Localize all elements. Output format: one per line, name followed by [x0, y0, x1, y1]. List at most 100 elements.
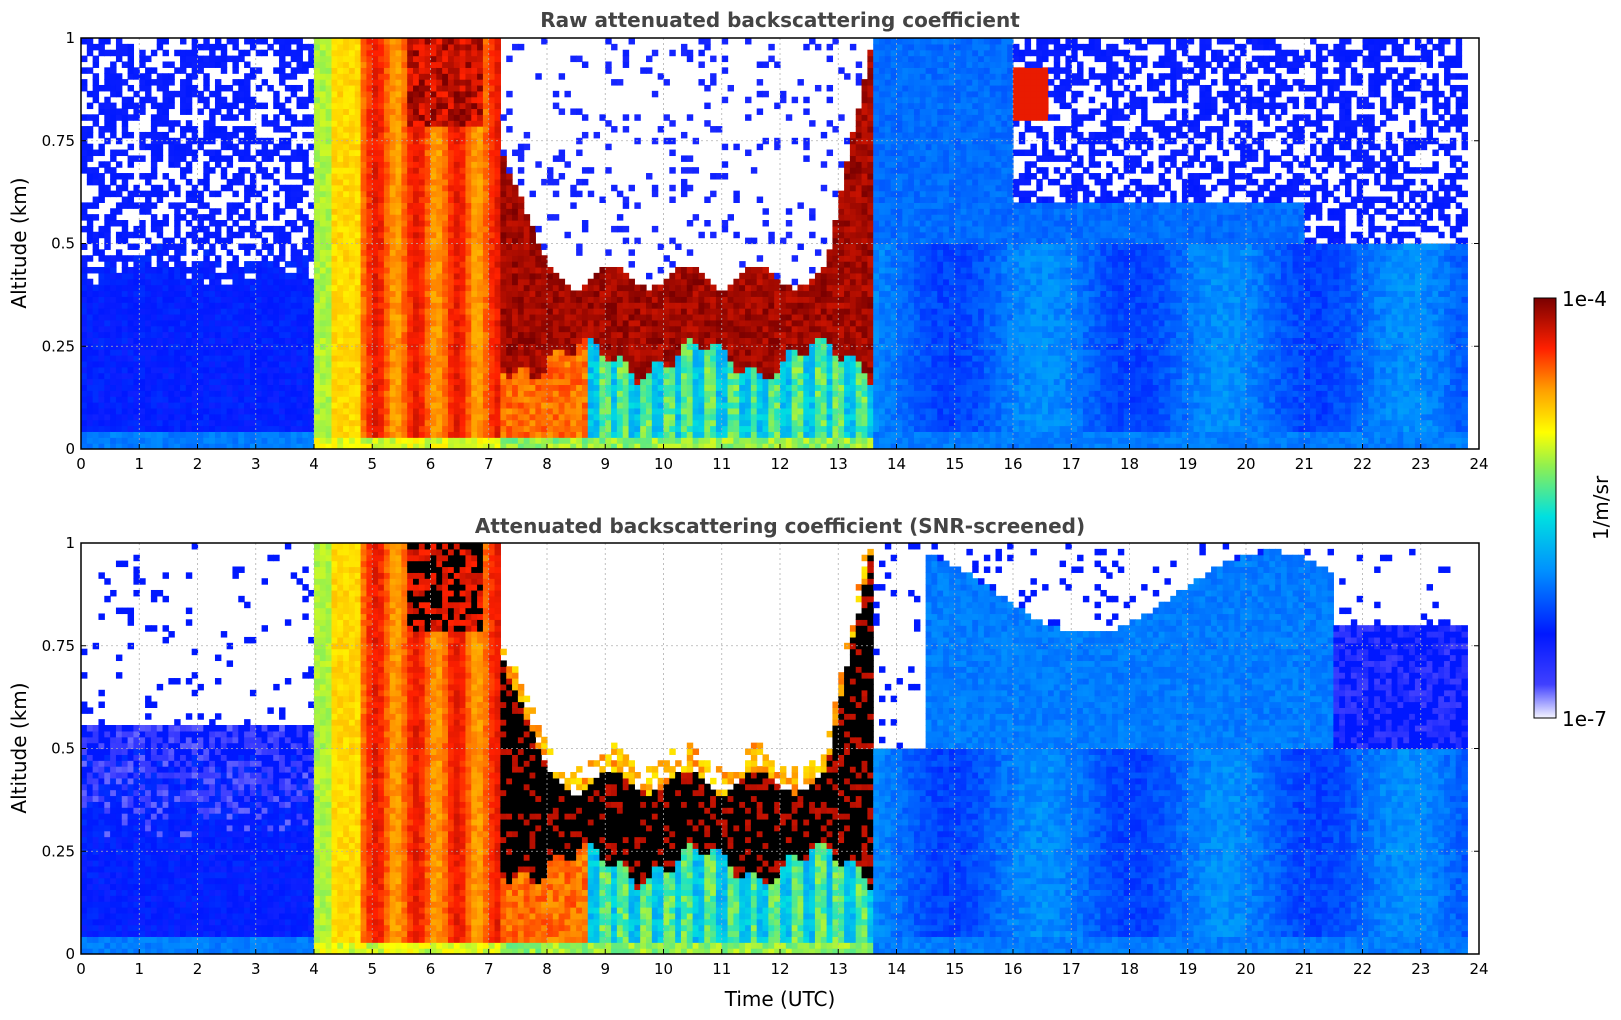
heatmap-cell: [465, 149, 472, 157]
heatmap-cell: [401, 308, 408, 315]
heatmap-cell: [139, 396, 146, 403]
heatmap-cell: [290, 355, 298, 362]
heatmap-cell: [389, 38, 397, 45]
heatmap-cell: [145, 308, 152, 315]
heatmap-cell: [570, 184, 577, 192]
heatmap-cell: [372, 231, 379, 239]
heatmap-cell: [413, 296, 420, 303]
heatmap-cell: [547, 437, 554, 444]
heatmap-cell: [226, 184, 234, 192]
heatmap-cell: [284, 231, 292, 239]
heatmap-cell: [104, 284, 111, 292]
heatmap-cell: [418, 425, 426, 432]
heatmap-cell: [453, 108, 461, 115]
heatmap-cell: [407, 84, 414, 92]
heatmap-cell: [98, 126, 105, 133]
heatmap-cell: [482, 331, 490, 339]
heatmap-cell: [174, 413, 181, 421]
heatmap-cell: [500, 266, 507, 274]
heatmap-cell: [378, 290, 385, 297]
heatmap-cell: [325, 243, 333, 250]
heatmap-cell: [261, 243, 268, 250]
heatmap-cell: [226, 308, 234, 315]
heatmap-cell: [226, 137, 234, 145]
heatmap-cell: [395, 396, 402, 403]
heatmap-cell: [255, 360, 263, 368]
heatmap-cell: [168, 178, 175, 186]
heatmap-cell: [447, 214, 455, 221]
heatmap-cell: [517, 302, 525, 309]
heatmap-cell: [407, 96, 414, 104]
heatmap-cell: [407, 131, 414, 139]
heatmap-cell: [488, 360, 496, 368]
heatmap-cell: [547, 290, 554, 297]
heatmap-cell: [244, 61, 251, 68]
heatmap-cell: [430, 196, 437, 203]
heatmap-cell: [127, 378, 135, 386]
heatmap-cell: [389, 337, 397, 344]
heatmap-cell: [471, 249, 478, 256]
heatmap-cell: [162, 261, 169, 268]
heatmap-cell: [162, 372, 169, 380]
heatmap-cell: [203, 337, 210, 344]
heatmap-cell: [383, 167, 391, 174]
heatmap-cell: [81, 319, 88, 327]
heatmap-cell: [168, 143, 175, 151]
heatmap-cell: [424, 431, 432, 438]
heatmap-cell: [290, 308, 298, 315]
heatmap-cell: [308, 443, 315, 449]
heatmap-cell: [86, 43, 94, 51]
heatmap-cell: [488, 255, 496, 262]
heatmap-cell: [214, 90, 222, 98]
heatmap-cell: [576, 413, 583, 421]
heatmap-cell: [226, 366, 234, 374]
heatmap-cell: [238, 313, 245, 321]
heatmap-cell: [115, 331, 123, 339]
heatmap-cell: [296, 249, 303, 256]
heatmap-cell: [372, 84, 379, 92]
heatmap-cell: [255, 355, 263, 362]
heatmap-cell: [570, 419, 577, 427]
heatmap-cell: [174, 67, 181, 74]
heatmap-cell: [214, 302, 222, 309]
heatmap-cell: [92, 325, 100, 333]
heatmap-cell: [273, 102, 280, 110]
heatmap-cell: [279, 296, 286, 303]
heatmap-cell: [401, 349, 408, 356]
heatmap-cell: [401, 431, 408, 438]
heatmap-cell: [343, 167, 350, 174]
heatmap-cell: [459, 355, 467, 362]
heatmap-cell: [488, 49, 496, 57]
heatmap-cell: [331, 178, 338, 186]
heatmap-cell: [86, 431, 94, 438]
heatmap-cell: [308, 425, 315, 432]
heatmap-cell: [267, 243, 274, 250]
heatmap-cell: [436, 96, 443, 104]
heatmap-cell: [319, 413, 327, 421]
heatmap-cell: [418, 390, 426, 397]
heatmap-cell: [535, 278, 542, 286]
heatmap-cell: [482, 443, 490, 449]
heatmap-cell: [348, 278, 356, 286]
heatmap-cell: [197, 196, 204, 203]
heatmap-cell: [512, 278, 519, 286]
heatmap-cell: [529, 278, 536, 286]
heatmap-cell: [372, 114, 379, 121]
heatmap-cell: [145, 249, 152, 256]
heatmap-cell: [517, 231, 525, 239]
heatmap-cell: [477, 284, 484, 292]
heatmap-cell: [191, 249, 199, 256]
heatmap-cell: [284, 396, 292, 403]
heatmap-cell: [413, 126, 420, 133]
heatmap-cell: [366, 384, 373, 391]
heatmap-cell: [430, 114, 437, 121]
heatmap-cell: [92, 237, 100, 245]
heatmap-cell: [378, 249, 385, 256]
heatmap-cell: [150, 284, 158, 292]
heatmap-cell: [418, 272, 426, 280]
heatmap-cell: [558, 349, 566, 356]
heatmap-cell: [244, 390, 251, 397]
heatmap-cell: [308, 437, 315, 444]
heatmap-cell: [494, 249, 501, 256]
heatmap-cell: [354, 313, 362, 321]
